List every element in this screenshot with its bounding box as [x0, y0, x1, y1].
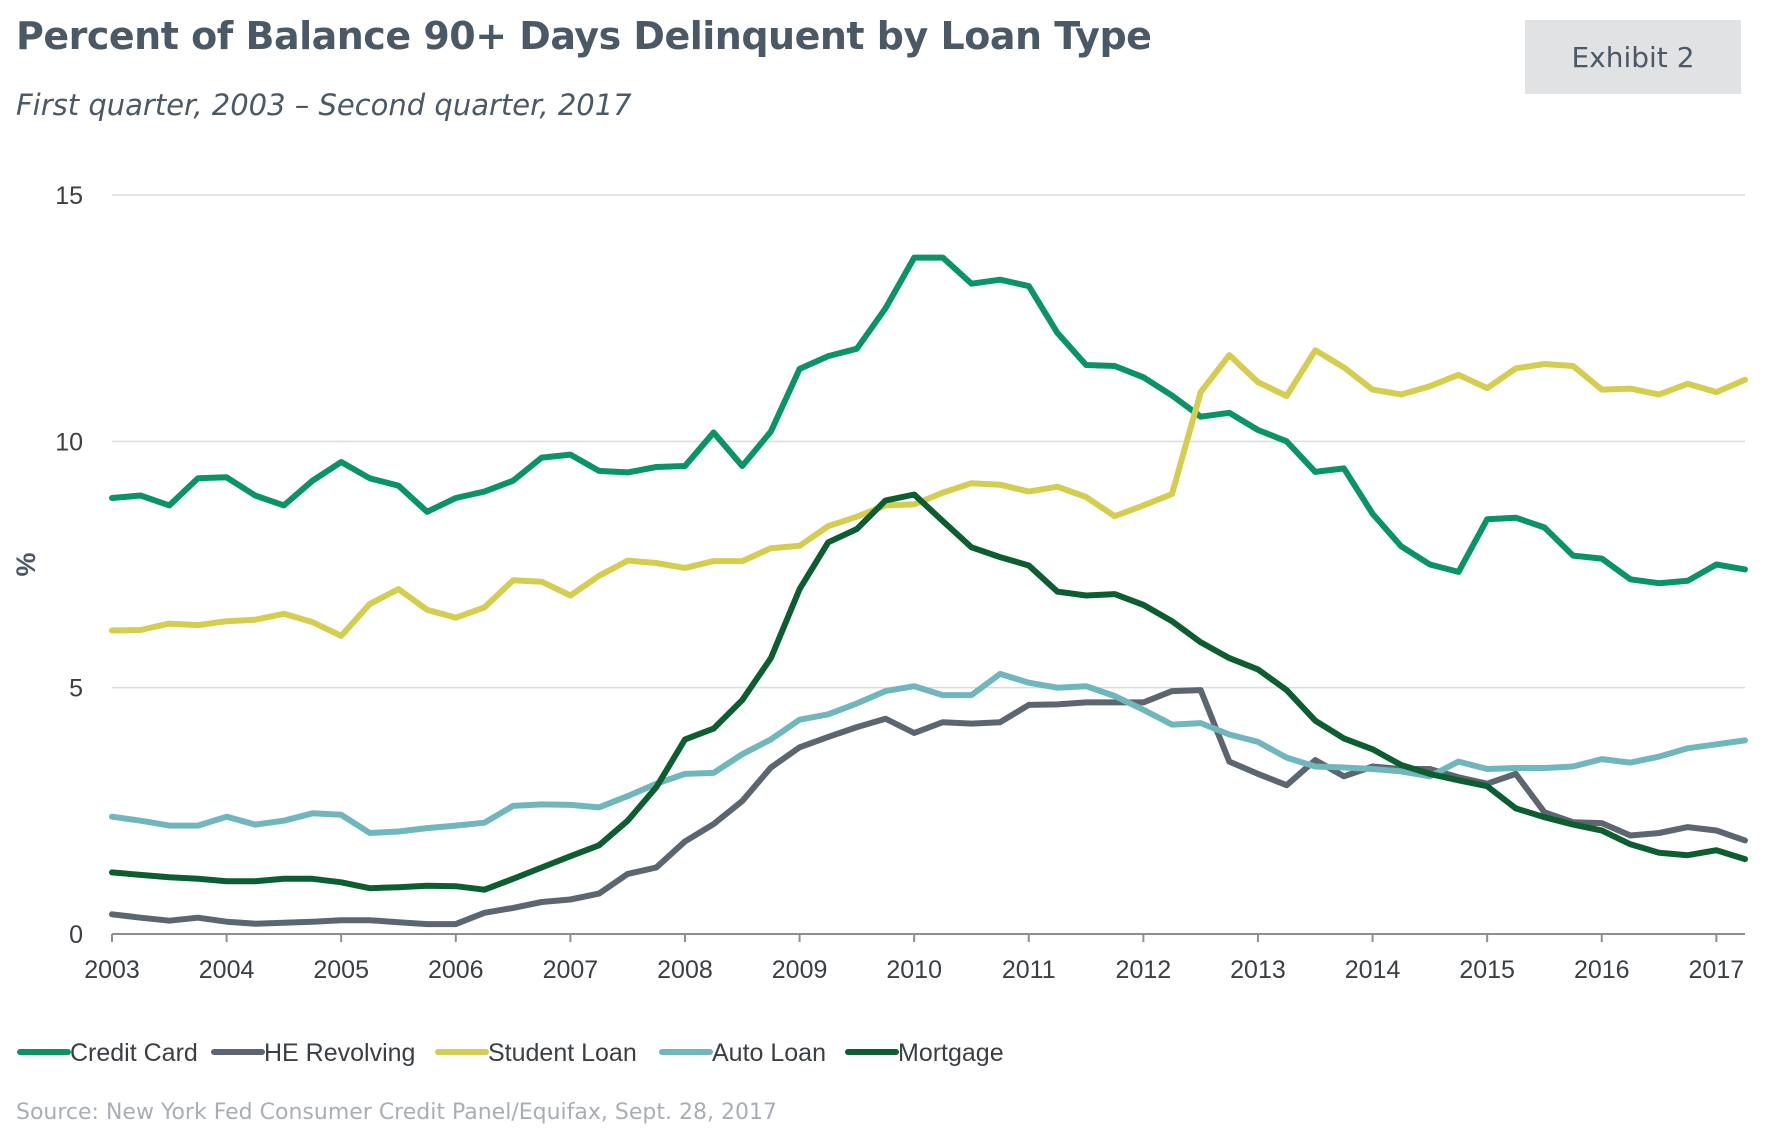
series-line-auto-loan — [109, 670, 1748, 836]
x-tick-label: 2004 — [199, 956, 255, 984]
x-tick-label: 2005 — [313, 956, 369, 984]
gridlines — [112, 194, 1745, 689]
exhibit-badge: Exhibit 2 — [1525, 20, 1741, 94]
series-line-credit-card — [109, 254, 1748, 587]
x-tick-label: 2010 — [886, 956, 942, 984]
x-tick-label: 2014 — [1345, 956, 1401, 984]
legend-label-credit-card: Credit Card — [70, 1039, 198, 1067]
series-line-student-loan — [109, 347, 1748, 639]
legend-label-auto-loan: Auto Loan — [712, 1039, 826, 1067]
chart-subtitle: First quarter, 2003 – Second quarter, 20… — [16, 88, 632, 122]
y-axis-label: % — [11, 552, 41, 576]
line-chart: 0 5 10 15% 2003 2004 2005 2006 2007 2008 2009 2010… — [11, 182, 1748, 1067]
x-tick-label: 2008 — [657, 956, 713, 984]
x-axis: 2003 2004 2005 2006 2007 2008 2009 2010 2011 2012… — [84, 933, 1745, 984]
series-line-he-revolving — [109, 687, 1748, 928]
x-tick-label: 2006 — [428, 956, 484, 984]
x-tick-label: 2013 — [1230, 956, 1286, 984]
legend-label-he-revolving: HE Revolving — [264, 1039, 415, 1067]
x-tick-label: 2011 — [1002, 956, 1056, 984]
source-note: Source: New York Fed Consumer Credit Pan… — [16, 1100, 777, 1125]
x-tick-label: 2007 — [543, 956, 599, 984]
x-tick-label: 2017 — [1689, 956, 1745, 984]
legend-label-student-loan: Student Loan — [488, 1039, 637, 1067]
legend-label-mortgage: Mortgage — [898, 1039, 1004, 1067]
y-axis: 0 5 10 15% — [11, 182, 83, 949]
series-lines — [109, 254, 1748, 928]
chart-title: Percent of Balance 90+ Days Delinquent b… — [16, 14, 1152, 58]
legend: Credit Card HE Revolving Student Loan Auto … — [17, 1039, 1004, 1067]
x-tick-label: 2009 — [772, 956, 828, 984]
x-tick-label: 2012 — [1116, 956, 1172, 984]
y-tick-label: 5 — [69, 675, 83, 703]
y-tick-label: 0 — [69, 921, 83, 949]
x-tick-label: 2003 — [84, 956, 140, 984]
y-tick-label: 15 — [55, 182, 83, 210]
x-tick-label: 2015 — [1459, 956, 1515, 984]
x-tick-label: 2016 — [1574, 956, 1630, 984]
series-line-mortgage — [109, 491, 1748, 893]
y-tick-label: 10 — [55, 428, 83, 456]
